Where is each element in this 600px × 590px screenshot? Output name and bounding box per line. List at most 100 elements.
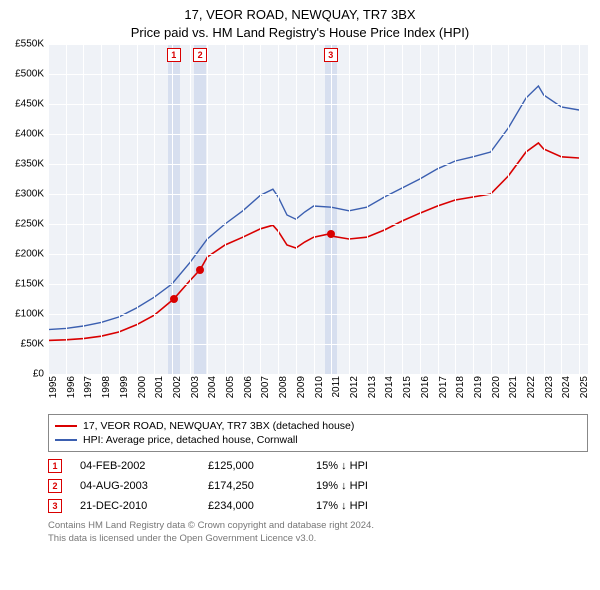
y-tick-label: £50K (21, 339, 44, 350)
x-tick-label: 2006 (243, 376, 254, 398)
sale-marker-1: 1 (167, 48, 181, 62)
x-tick-label: 1998 (101, 376, 112, 398)
sales-row-delta: 17% ↓ HPI (316, 500, 406, 512)
x-tick-label: 2021 (508, 376, 519, 398)
grid-line-v (455, 44, 456, 374)
grid-line-v (296, 44, 297, 374)
sales-row-date: 21-DEC-2010 (80, 500, 190, 512)
sales-row-marker: 2 (48, 479, 62, 493)
sales-row-marker: 1 (48, 459, 62, 473)
grid-line-v (349, 44, 350, 374)
legend-swatch (55, 425, 77, 427)
title-line-1: 17, VEOR ROAD, NEWQUAY, TR7 3BX (0, 6, 600, 24)
legend-row: 17, VEOR ROAD, NEWQUAY, TR7 3BX (detache… (55, 419, 581, 433)
footer-line-1: Contains HM Land Registry data © Crown c… (48, 520, 588, 532)
grid-line-h (48, 134, 588, 135)
y-tick-label: £0 (33, 369, 44, 380)
x-tick-label: 2022 (526, 376, 537, 398)
grid-line-v (225, 44, 226, 374)
grid-line-v (331, 44, 332, 374)
grid-line-h (48, 164, 588, 165)
sales-row-price: £234,000 (208, 500, 298, 512)
x-tick-label: 2004 (207, 376, 218, 398)
grid-line-v (66, 44, 67, 374)
x-tick-label: 2003 (190, 376, 201, 398)
x-tick-label: 2009 (296, 376, 307, 398)
grid-line-v (473, 44, 474, 374)
grid-line-v (384, 44, 385, 374)
grid-line-v (172, 44, 173, 374)
grid-line-h (48, 44, 588, 45)
legend-label: HPI: Average price, detached house, Corn… (83, 434, 298, 446)
x-tick-label: 2019 (473, 376, 484, 398)
x-tick-label: 2000 (137, 376, 148, 398)
x-tick-label: 1996 (66, 376, 77, 398)
grid-line-v (526, 44, 527, 374)
title-block: 17, VEOR ROAD, NEWQUAY, TR7 3BX Price pa… (0, 0, 600, 44)
plot-area: 123 (48, 44, 588, 374)
x-tick-label: 2002 (172, 376, 183, 398)
y-tick-label: £150K (15, 279, 44, 290)
x-axis: 1995199619971998199920002001200220032004… (48, 374, 588, 408)
x-tick-label: 2011 (331, 376, 342, 398)
x-tick-label: 2005 (225, 376, 236, 398)
grid-line-h (48, 104, 588, 105)
grid-line-h (48, 224, 588, 225)
grid-line-v (420, 44, 421, 374)
grid-line-v (491, 44, 492, 374)
x-tick-label: 1995 (48, 376, 59, 398)
sales-row-date: 04-AUG-2003 (80, 480, 190, 492)
legend-label: 17, VEOR ROAD, NEWQUAY, TR7 3BX (detache… (83, 420, 354, 432)
legend-swatch (55, 439, 77, 441)
grid-line-v (83, 44, 84, 374)
grid-line-h (48, 344, 588, 345)
x-tick-label: 2023 (544, 376, 555, 398)
sales-row-marker: 3 (48, 499, 62, 513)
x-tick-label: 2012 (349, 376, 360, 398)
sales-row: 3 21-DEC-2010 £234,000 17% ↓ HPI (48, 496, 588, 516)
grid-line-v (48, 44, 49, 374)
grid-line-v (367, 44, 368, 374)
grid-line-v (438, 44, 439, 374)
y-tick-label: £400K (15, 129, 44, 140)
sales-row-price: £125,000 (208, 460, 298, 472)
sale-point-2 (196, 266, 204, 274)
sale-marker-3: 3 (324, 48, 338, 62)
grid-line-h (48, 314, 588, 315)
sale-point-1 (170, 295, 178, 303)
grid-line-v (243, 44, 244, 374)
legend-row: HPI: Average price, detached house, Corn… (55, 433, 581, 447)
y-tick-label: £350K (15, 159, 44, 170)
y-tick-label: £250K (15, 219, 44, 230)
grid-line-v (260, 44, 261, 374)
grid-line-v (544, 44, 545, 374)
y-tick-label: £300K (15, 189, 44, 200)
grid-line-v (154, 44, 155, 374)
grid-line-v (190, 44, 191, 374)
sale-point-3 (327, 230, 335, 238)
y-axis: £0£50K£100K£150K£200K£250K£300K£350K£400… (0, 44, 48, 374)
footer: Contains HM Land Registry data © Crown c… (48, 520, 588, 545)
chart-container: 17, VEOR ROAD, NEWQUAY, TR7 3BX Price pa… (0, 0, 600, 545)
title-line-2: Price paid vs. HM Land Registry's House … (0, 24, 600, 42)
x-tick-label: 2007 (260, 376, 271, 398)
x-tick-label: 1997 (83, 376, 94, 398)
grid-line-v (314, 44, 315, 374)
x-tick-label: 2013 (367, 376, 378, 398)
y-tick-label: £550K (15, 39, 44, 50)
x-tick-label: 2015 (402, 376, 413, 398)
sales-row-price: £174,250 (208, 480, 298, 492)
x-tick-label: 2001 (154, 376, 165, 398)
grid-line-h (48, 194, 588, 195)
x-tick-label: 2025 (579, 376, 590, 398)
x-tick-label: 2014 (384, 376, 395, 398)
grid-line-h (48, 74, 588, 75)
x-tick-label: 2016 (420, 376, 431, 398)
y-tick-label: £200K (15, 249, 44, 260)
x-tick-label: 2024 (561, 376, 572, 398)
y-tick-label: £450K (15, 99, 44, 110)
y-tick-label: £100K (15, 309, 44, 320)
chart-lines (48, 44, 588, 374)
sales-row-date: 04-FEB-2002 (80, 460, 190, 472)
sales-row-delta: 15% ↓ HPI (316, 460, 406, 472)
